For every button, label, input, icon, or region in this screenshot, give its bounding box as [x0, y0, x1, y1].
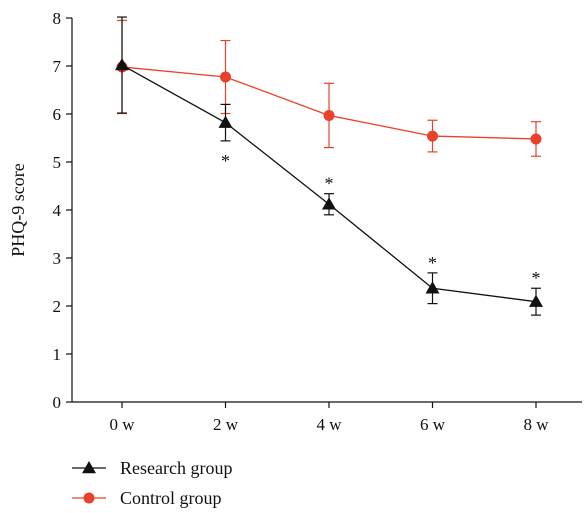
data-point-triangle	[82, 461, 96, 474]
y-tick-label: 5	[53, 153, 62, 172]
series-research-group: * * * *	[115, 16, 543, 316]
significance-star: *	[532, 268, 541, 288]
series-control-group	[116, 19, 542, 157]
y-tick-label: 0	[53, 393, 62, 412]
legend-item: Research group	[72, 458, 232, 478]
x-tick-label: 6 w	[420, 415, 446, 434]
y-axis-title: PHQ-9 score	[8, 163, 28, 256]
legend-label: Research group	[120, 458, 232, 478]
data-point-circle	[83, 492, 95, 504]
y-tick-label: 6	[53, 105, 62, 124]
data-point-circle	[427, 130, 438, 142]
x-tick-label: 0 w	[109, 415, 135, 434]
data-point-triangle	[322, 197, 336, 210]
y-tick-label: 4	[53, 201, 62, 220]
y-tick-label: 2	[53, 297, 62, 316]
y-tick-label: 1	[53, 345, 62, 364]
y-tick-label: 7	[53, 57, 62, 76]
x-tick-label: 4 w	[316, 415, 342, 434]
data-point-triangle	[115, 58, 129, 71]
data-point-circle	[530, 133, 542, 145]
chart-legend: Research group Control group	[72, 458, 232, 508]
y-tick-label: 3	[53, 249, 62, 268]
y-tick-label: 8	[53, 9, 62, 28]
x-tick-label: 8 w	[523, 415, 549, 434]
chart-series: * * * *	[115, 16, 543, 316]
data-point-triangle	[425, 281, 440, 294]
chart-axes: 0 1 2 3 4 5 6 7 8 0 w 2 w 4 w 6 w 8 w PHQ-9 score	[8, 9, 582, 434]
significance-star: *	[325, 174, 334, 194]
data-point-triangle	[218, 115, 233, 128]
data-point-circle	[220, 71, 231, 83]
data-point-triangle	[529, 294, 543, 307]
legend-label: Control group	[120, 488, 222, 508]
significance-star: *	[428, 253, 437, 273]
legend-item: Control group	[72, 488, 222, 508]
data-point-circle	[323, 109, 335, 121]
x-tick-label: 2 w	[213, 415, 239, 434]
significance-star: *	[221, 151, 230, 171]
